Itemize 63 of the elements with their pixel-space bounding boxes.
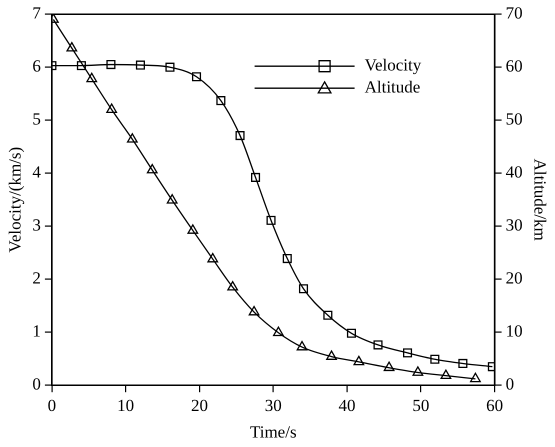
y-tick-label: 3 (32, 216, 41, 235)
x-tick-label: 50 (412, 396, 430, 415)
y2-tick-label: 0 (506, 374, 514, 394)
point (227, 281, 238, 291)
point (146, 164, 158, 174)
point (251, 172, 260, 182)
point (430, 354, 440, 364)
y-tick-label: 5 (32, 110, 41, 129)
x-axis-title: Time/s (250, 422, 297, 442)
point (384, 362, 395, 372)
y-tick-label: 6 (32, 56, 41, 76)
point (298, 284, 308, 294)
y2-tick-label: 30 (506, 216, 523, 235)
y2-tick-label: 70 (506, 4, 523, 23)
x-tick-label: 0 (48, 396, 56, 415)
y2-tick-label: 10 (506, 322, 523, 341)
point (266, 216, 276, 225)
y-tick-label: 4 (32, 162, 42, 182)
point (136, 60, 145, 70)
point (273, 326, 284, 336)
point (76, 61, 86, 70)
point (165, 62, 174, 72)
point (66, 42, 78, 52)
point (470, 372, 481, 382)
y2-tick-label: 40 (506, 162, 523, 182)
point (282, 254, 292, 264)
y-axis-title: Velocity/(km/s) (6, 146, 25, 253)
point (440, 370, 452, 380)
point (412, 366, 424, 376)
legend-label: Altitude (364, 78, 420, 97)
point (323, 310, 332, 320)
point (216, 96, 226, 106)
y2-tick-label: 50 (506, 110, 523, 129)
point (326, 350, 337, 360)
point (353, 356, 364, 366)
y-tick-label: 0 (32, 374, 41, 394)
point (458, 358, 468, 368)
point (187, 224, 198, 234)
x-tick-label: 10 (117, 396, 134, 415)
point (248, 306, 260, 316)
point (126, 133, 138, 143)
y-tick-label: 1 (32, 322, 41, 341)
point (106, 60, 116, 70)
y2-tick-label: 60 (506, 56, 523, 76)
point (207, 252, 218, 262)
x-tick-label: 30 (264, 396, 282, 415)
x-tick-label: 60 (486, 396, 504, 415)
point (192, 72, 202, 82)
point (236, 131, 245, 140)
point (373, 340, 383, 350)
x-tick-label: 40 (338, 396, 356, 415)
legend-label: Velocity (364, 56, 422, 75)
x-tick-label: 20 (190, 396, 208, 415)
point (166, 194, 178, 204)
point (106, 103, 118, 113)
y2-axis-title: Altitude/km (530, 158, 550, 241)
y2-tick-label: 20 (506, 268, 523, 288)
point (346, 328, 356, 338)
point (296, 340, 308, 350)
point (402, 348, 412, 358)
y-tick-label: 2 (32, 268, 41, 288)
point (86, 72, 98, 82)
y-tick-label: 7 (32, 4, 42, 23)
